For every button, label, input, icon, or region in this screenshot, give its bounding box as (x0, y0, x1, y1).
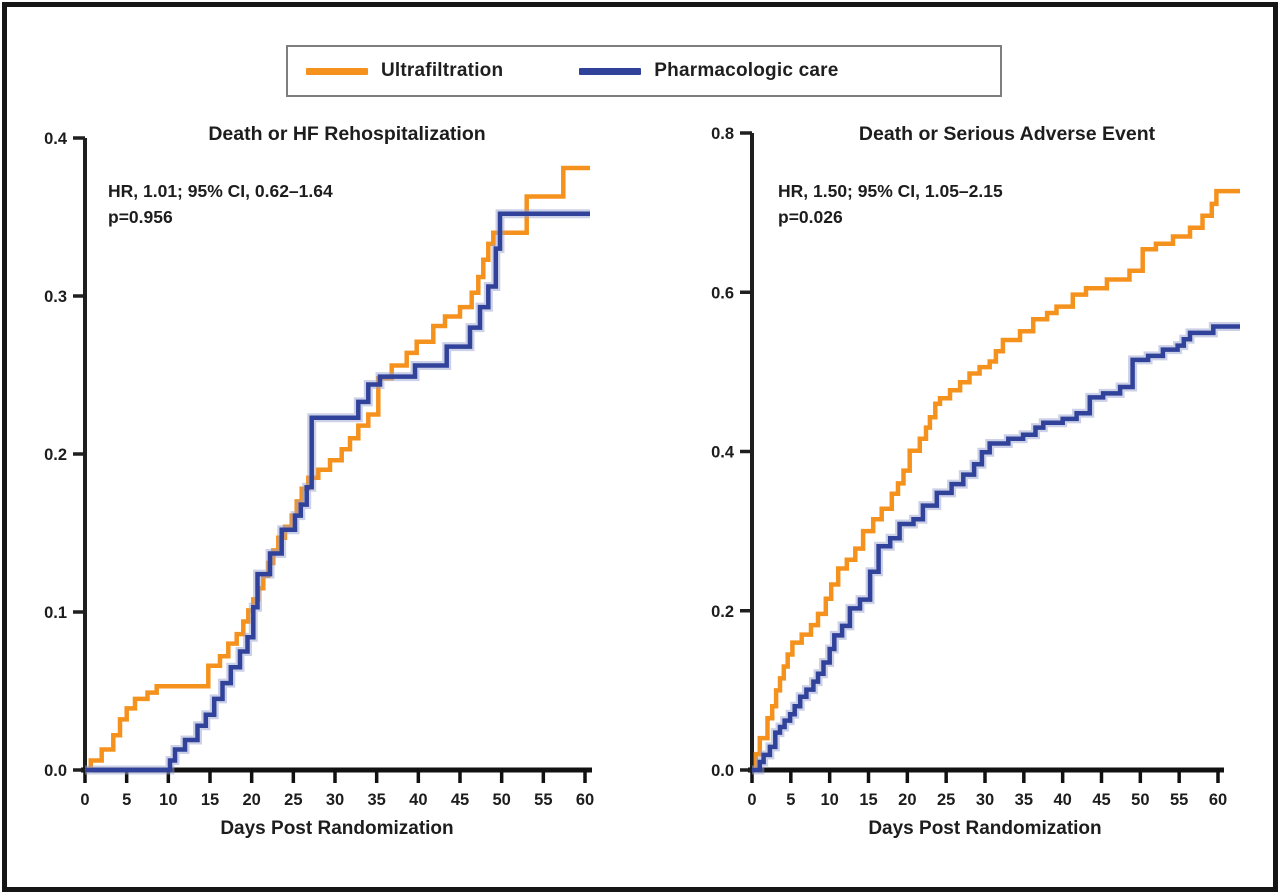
pharmacologic-care-curve (85, 211, 590, 773)
x-tick-label: 25 (937, 791, 955, 809)
x-tick-label: 10 (159, 791, 177, 809)
x-tick-label: 25 (284, 791, 302, 809)
y-tick-label: 0.0 (44, 762, 67, 780)
x-tick-label: 20 (242, 791, 260, 809)
x-tick-label: 35 (367, 791, 385, 809)
y-tick-label: 0.3 (44, 288, 67, 306)
y-tick-label: 0.1 (44, 604, 67, 622)
x-tick-label: 5 (122, 791, 131, 809)
y-tick-label: 0.8 (711, 125, 734, 143)
x-tick-label: 15 (859, 791, 877, 809)
pharmacologic-care-line-swatch (579, 67, 642, 75)
ultrafiltration-line-swatch (306, 67, 368, 75)
x-tick-label: 55 (1170, 791, 1188, 809)
x-tick-label: 50 (1131, 791, 1149, 809)
legend-item-pharmacologic-care: Pharmacologic care (579, 60, 838, 82)
y-tick-label: 0.6 (711, 284, 734, 302)
legend-label-pharmacologic-care: Pharmacologic care (654, 60, 839, 81)
x-tick-label: 60 (1209, 791, 1227, 809)
x-tick-label: 0 (747, 791, 756, 809)
left-panel-hr-annotation: HR, 1.01; 95% CI, 0.62–1.64 (108, 181, 333, 201)
ultrafiltration-curve (752, 188, 1240, 773)
x-tick-label: 10 (820, 791, 838, 809)
right-panel-p-annotation: p=0.026 (778, 207, 843, 227)
legend-item-ultrafiltration: Ultrafiltration (306, 60, 503, 82)
x-tick-label: 30 (326, 791, 344, 809)
x-tick-label: 45 (1092, 791, 1110, 809)
x-tick-label: 55 (534, 791, 552, 809)
x-tick-label: 45 (451, 791, 469, 809)
ultrafiltration-curve (85, 165, 590, 773)
left-panel-x-axis-label: Days Post Randomization (220, 818, 453, 839)
x-tick-label: 50 (492, 791, 510, 809)
left-panel-p-annotation: p=0.956 (108, 207, 173, 227)
right-panel-plot: 0.0 0.2 0.4 0.6 0.8 0 5 10 15 20 25 30 35 40 45 50 55 60 (711, 125, 1240, 809)
y-tick-label: 0.4 (711, 444, 735, 462)
x-tick-label: 20 (898, 791, 916, 809)
x-tick-label: 40 (1053, 791, 1071, 809)
pharmacologic-care-curve-halo (752, 322, 1240, 775)
x-tick-label: 40 (409, 791, 427, 809)
x-tick-label: 15 (201, 791, 219, 809)
left-panel-title: Death or HF Rehospitalization (208, 123, 485, 145)
legend-label-ultrafiltration: Ultrafiltration (381, 60, 504, 81)
right-panel-title: Death or Serious Adverse Event (859, 123, 1156, 145)
x-tick-label: 0 (80, 791, 89, 809)
right-panel-x-axis-label: Days Post Randomization (868, 818, 1101, 839)
x-tick-label: 5 (786, 791, 795, 809)
x-tick-label: 60 (576, 791, 594, 809)
x-tick-label: 30 (976, 791, 994, 809)
pharmacologic-care-curve (752, 324, 1240, 773)
right-panel-hr-annotation: HR, 1.50; 95% CI, 1.05–2.15 (778, 181, 1003, 201)
y-tick-label: 0.0 (711, 762, 734, 780)
left-panel-plot: 0.0 0.1 0.2 0.3 0.4 0 5 10 15 20 25 30 35 40 45 50 55 60 (44, 130, 594, 809)
y-tick-label: 0.2 (711, 603, 734, 621)
x-tick-label: 35 (1015, 791, 1033, 809)
y-tick-label: 0.4 (44, 130, 68, 148)
legend-box: Ultrafiltration Pharmacologic care (286, 45, 1002, 97)
y-tick-label: 0.2 (44, 446, 67, 464)
